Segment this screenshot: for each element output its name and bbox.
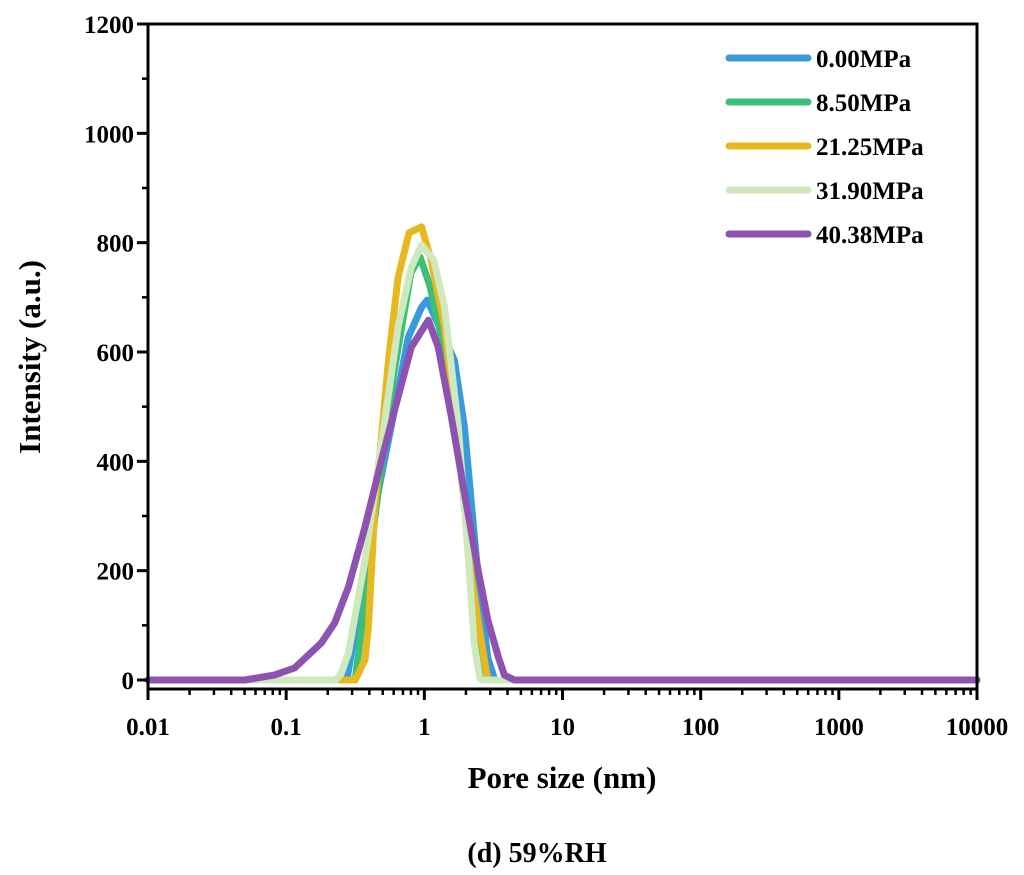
x-tick-label: 10 <box>550 714 575 741</box>
y-tick-label: 1000 <box>84 121 134 148</box>
x-tick-label: 10000 <box>946 714 1009 741</box>
x-tick-label: 0.01 <box>126 714 170 741</box>
y-tick-label: 0 <box>122 668 135 695</box>
series-line-0 <box>144 296 981 684</box>
y-tick-label: 800 <box>97 231 135 258</box>
x-tick-label: 1000 <box>814 714 864 741</box>
figure-caption: (d) 59%RH <box>467 838 606 869</box>
series-line-4 <box>144 316 981 684</box>
x-tick-label: 1 <box>418 714 431 741</box>
x-axis-title: Pore size (nm) <box>468 760 657 795</box>
legend-label: 8.50MPa <box>816 90 912 117</box>
series-line-2 <box>144 223 981 684</box>
series-layer <box>144 223 981 684</box>
y-tick-label: 200 <box>97 559 135 586</box>
series-line-1 <box>144 253 981 684</box>
plot-frame <box>146 22 979 691</box>
legend-label: 31.90MPa <box>816 178 924 205</box>
x-tick-label: 0.1 <box>271 714 302 741</box>
series-line-3 <box>144 241 981 684</box>
x-tick-label: 100 <box>682 714 720 741</box>
y-tick-label: 400 <box>97 449 135 476</box>
y-tick-label: 600 <box>97 340 135 367</box>
y-tick-label: 1200 <box>84 12 134 39</box>
legend-label: 0.00MPa <box>816 46 912 73</box>
legend: 0.00MPa 8.50MPa 21.25MPa 31.90MPa 40.38MPa <box>725 46 924 249</box>
y-axis-title: Intensity (a.u.) <box>12 260 47 454</box>
legend-label: 40.38MPa <box>816 222 924 249</box>
legend-label: 21.25MPa <box>816 134 924 161</box>
axes-layer: 0.01 0.1 1 10 100 1000 10000 0 200 400 600 800 1000 1… <box>84 12 1008 741</box>
